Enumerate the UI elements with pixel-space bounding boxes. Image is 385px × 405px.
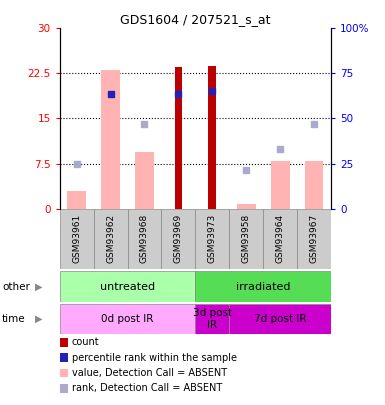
Text: GSM93962: GSM93962 <box>106 213 115 262</box>
Bar <box>195 209 229 269</box>
Bar <box>229 304 331 334</box>
Bar <box>60 209 94 269</box>
Text: GSM93967: GSM93967 <box>310 213 319 263</box>
Bar <box>195 271 331 302</box>
Title: GDS1604 / 207521_s_at: GDS1604 / 207521_s_at <box>120 13 271 26</box>
Text: 7d post IR: 7d post IR <box>254 314 306 324</box>
Bar <box>127 209 161 269</box>
Text: time: time <box>2 314 25 324</box>
Bar <box>237 204 256 209</box>
Bar <box>135 151 154 209</box>
Text: percentile rank within the sample: percentile rank within the sample <box>72 353 237 362</box>
Bar <box>305 160 323 209</box>
Bar <box>161 209 196 269</box>
Text: 3d post
IR: 3d post IR <box>193 308 232 330</box>
Bar <box>208 66 216 209</box>
Text: count: count <box>72 337 100 347</box>
Text: other: other <box>2 282 30 292</box>
Text: GSM93973: GSM93973 <box>208 213 217 263</box>
Text: GSM93968: GSM93968 <box>140 213 149 263</box>
Text: ▶: ▶ <box>35 314 42 324</box>
Bar <box>229 209 263 269</box>
Text: GSM93958: GSM93958 <box>242 213 251 263</box>
Text: GSM93961: GSM93961 <box>72 213 81 263</box>
Bar <box>195 304 229 334</box>
Bar <box>94 209 127 269</box>
Text: rank, Detection Call = ABSENT: rank, Detection Call = ABSENT <box>72 384 222 393</box>
Text: GSM93969: GSM93969 <box>174 213 183 263</box>
Bar <box>263 209 297 269</box>
Bar <box>60 271 195 302</box>
Text: GSM93964: GSM93964 <box>276 213 285 262</box>
Bar <box>174 67 182 209</box>
Bar <box>271 160 290 209</box>
Bar <box>60 304 195 334</box>
Text: untreated: untreated <box>100 281 155 292</box>
Bar <box>67 191 86 209</box>
Text: value, Detection Call = ABSENT: value, Detection Call = ABSENT <box>72 368 227 378</box>
Bar <box>101 70 120 209</box>
Text: irradiated: irradiated <box>236 281 291 292</box>
Bar <box>297 209 331 269</box>
Text: 0d post IR: 0d post IR <box>101 314 154 324</box>
Text: ▶: ▶ <box>35 282 42 292</box>
